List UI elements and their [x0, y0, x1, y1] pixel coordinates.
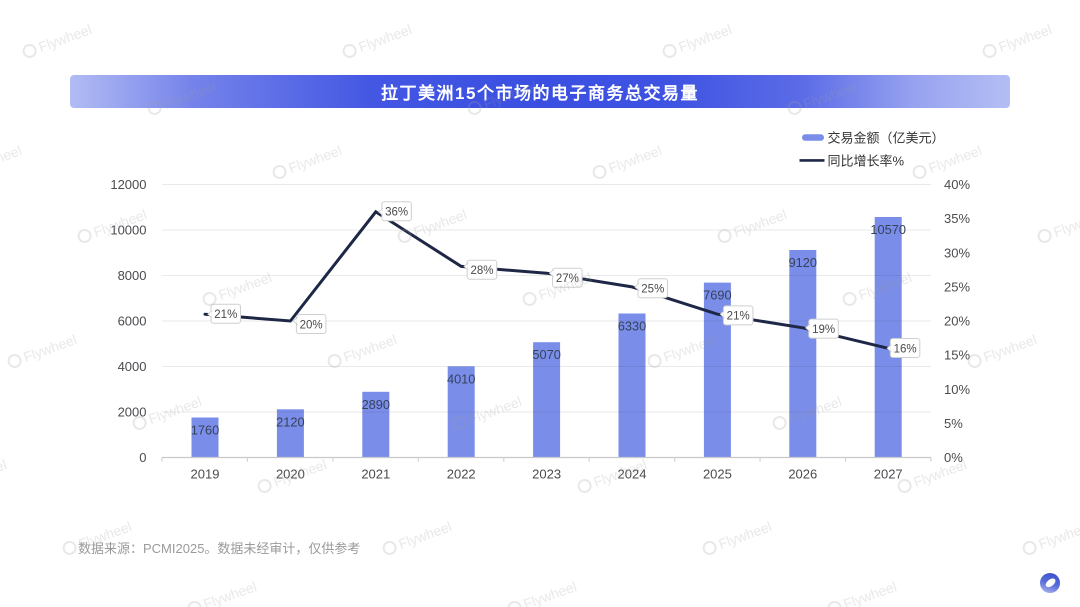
svg-text:2027: 2027 [874, 467, 903, 482]
svg-text:2026: 2026 [788, 467, 817, 482]
svg-text:36%: 36% [385, 207, 408, 219]
svg-text:30%: 30% [944, 245, 970, 260]
svg-text:交易金额（亿美元）: 交易金额（亿美元） [828, 130, 945, 145]
svg-text:25%: 25% [641, 284, 664, 296]
svg-text:6330: 6330 [618, 319, 646, 334]
svg-text:28%: 28% [470, 265, 493, 277]
svg-text:20%: 20% [944, 314, 970, 329]
svg-text:数据来源：PCMI2025。数据未经审计，仅供参考: 数据来源：PCMI2025。数据未经审计，仅供参考 [78, 541, 360, 556]
svg-text:10000: 10000 [110, 223, 146, 238]
svg-text:2024: 2024 [618, 467, 647, 482]
svg-text:5%: 5% [944, 416, 963, 431]
svg-text:20%: 20% [300, 319, 323, 331]
svg-text:5070: 5070 [532, 347, 560, 362]
svg-text:21%: 21% [214, 309, 237, 321]
svg-text:8000: 8000 [118, 268, 147, 283]
svg-text:10570: 10570 [870, 222, 906, 237]
svg-text:2120: 2120 [276, 414, 304, 429]
svg-text:15%: 15% [944, 348, 970, 363]
svg-text:4000: 4000 [118, 359, 147, 374]
svg-text:1760: 1760 [191, 423, 219, 438]
svg-text:7690: 7690 [703, 288, 731, 303]
svg-text:0: 0 [139, 450, 146, 465]
svg-text:2020: 2020 [276, 467, 305, 482]
svg-text:21%: 21% [727, 311, 750, 323]
svg-text:19%: 19% [812, 324, 835, 336]
svg-text:9120: 9120 [789, 255, 817, 270]
svg-text:10%: 10% [944, 382, 970, 397]
svg-text:12000: 12000 [110, 177, 146, 192]
svg-text:2890: 2890 [362, 397, 390, 412]
svg-text:2021: 2021 [361, 467, 390, 482]
svg-text:6000: 6000 [118, 314, 147, 329]
svg-text:4010: 4010 [447, 371, 475, 386]
svg-text:2025: 2025 [703, 467, 732, 482]
svg-text:25%: 25% [944, 280, 970, 295]
svg-text:16%: 16% [894, 343, 917, 355]
svg-text:2000: 2000 [118, 405, 147, 420]
svg-text:35%: 35% [944, 211, 970, 226]
svg-text:2022: 2022 [447, 467, 476, 482]
svg-text:27%: 27% [556, 273, 579, 285]
svg-text:同比增长率%: 同比增长率% [828, 153, 905, 168]
svg-text:2019: 2019 [191, 467, 220, 482]
svg-text:2023: 2023 [532, 467, 561, 482]
svg-text:0%: 0% [944, 450, 963, 465]
svg-text:40%: 40% [944, 177, 970, 192]
